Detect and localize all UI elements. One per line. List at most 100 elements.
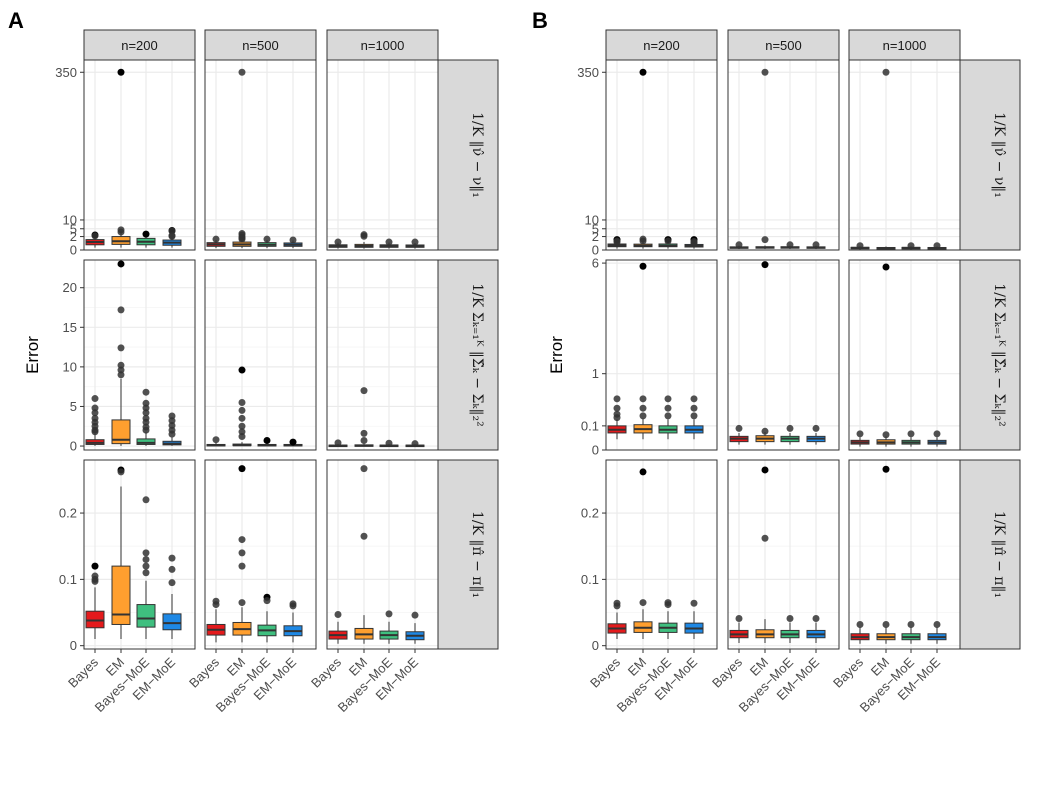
outlier-point — [117, 306, 125, 314]
facet-panel — [204, 59, 317, 251]
outlier-point — [238, 399, 246, 406]
panel-background — [606, 60, 717, 250]
facet-panel — [326, 59, 439, 251]
outlier-point — [664, 395, 672, 403]
outlier-point — [238, 433, 246, 441]
outlier-point — [639, 404, 647, 412]
outlier-point — [786, 241, 794, 249]
y-tick-label: 10 — [585, 212, 599, 227]
outlier-point — [882, 431, 890, 439]
outlier-point — [168, 232, 176, 240]
outlier-point — [761, 427, 769, 435]
column-strip-label: n=500 — [242, 38, 279, 53]
facet-panel — [83, 259, 196, 451]
outlier-point — [360, 387, 368, 395]
outlier-point — [639, 395, 647, 403]
outlier-point — [117, 344, 125, 352]
outlier-point — [360, 532, 368, 540]
column-strip-label: n=200 — [643, 38, 680, 53]
y-tick-label: 10 — [63, 359, 77, 374]
y-tick-label: 1 — [592, 366, 599, 381]
panel-border — [848, 59, 961, 251]
outlier-point — [613, 238, 621, 246]
x-tick-label: Bayes — [186, 654, 223, 691]
outlier-point — [639, 68, 647, 76]
panel-background — [84, 260, 195, 450]
y-tick-label: 5 — [592, 221, 599, 236]
y-tick-label: 20 — [63, 280, 77, 295]
y-tick-label: 0 — [592, 443, 599, 458]
outlier-point — [664, 237, 672, 245]
outlier-point — [91, 409, 99, 417]
outlier-point — [142, 569, 150, 577]
panel-background — [849, 60, 960, 250]
row-strip-label: 1/K ‖π̂ − π‖₁ — [991, 511, 1007, 598]
facet-panel — [83, 59, 196, 251]
outlier-point — [856, 430, 864, 438]
outlier-point — [212, 436, 220, 444]
outlier-point — [91, 395, 99, 403]
column-strip-label: n=1000 — [883, 38, 927, 53]
box-EM — [111, 419, 131, 445]
box-Bayes−MoE — [136, 438, 156, 445]
panel-border — [848, 259, 961, 451]
outlier-point — [385, 439, 393, 447]
outlier-point — [639, 468, 647, 476]
outlier-point — [690, 239, 698, 247]
outlier-point — [263, 235, 271, 243]
facet-panel — [83, 459, 196, 650]
facet-panel — [326, 259, 439, 451]
panel-border — [204, 59, 317, 251]
outlier-point — [142, 426, 150, 434]
outlier-point — [142, 388, 150, 396]
y-tick-label: 0.1 — [59, 572, 77, 587]
y-tick-label: 0.2 — [59, 506, 77, 521]
outlier-point — [238, 366, 246, 374]
outlier-point — [690, 412, 698, 420]
y-tick-label: 0.1 — [581, 418, 599, 433]
outlier-point — [411, 440, 419, 448]
panel-border — [605, 259, 718, 451]
outlier-point — [168, 579, 176, 587]
panel-background — [606, 460, 717, 649]
row-strip-label: 1/K Σₖ₌₁ᴷ ‖Σ̂ₖ − Σₖ‖₂² — [469, 283, 485, 426]
outlier-point — [238, 422, 246, 430]
outlier-point — [289, 602, 297, 610]
panel-border — [848, 459, 961, 650]
outlier-point — [735, 424, 743, 432]
outlier-point — [212, 601, 220, 609]
panel-border — [83, 59, 196, 251]
outlier-point — [142, 555, 150, 563]
outlier-point — [142, 549, 150, 557]
facet-panel — [727, 59, 840, 251]
outlier-point — [238, 414, 246, 422]
outlier-point — [117, 468, 125, 476]
outlier-point — [334, 611, 342, 619]
panel-border — [727, 59, 840, 251]
panel-background — [327, 460, 438, 649]
outlier-point — [411, 611, 419, 619]
outlier-point — [613, 414, 621, 422]
outlier-point — [91, 232, 99, 240]
outlier-point — [664, 404, 672, 412]
row-strip-label: 1/K ‖ν̂ − ν‖₁ — [991, 112, 1007, 198]
box-EM−MoE — [162, 613, 182, 631]
outlier-point — [812, 241, 820, 249]
panel-border — [605, 459, 718, 650]
outlier-point — [238, 406, 246, 414]
outlier-point — [639, 599, 647, 607]
y-axis-label: Error — [23, 336, 42, 374]
column-strip-label: n=1000 — [361, 38, 405, 53]
y-tick-label: 350 — [55, 65, 77, 80]
outlier-point — [142, 230, 150, 238]
outlier-point — [168, 430, 176, 438]
outlier-point — [238, 465, 246, 473]
outlier-point — [639, 237, 647, 245]
outlier-point — [907, 620, 915, 628]
outlier-point — [882, 620, 890, 628]
outlier-point — [639, 262, 647, 270]
outlier-point — [168, 565, 176, 573]
outlier-point — [289, 236, 297, 244]
outlier-point — [613, 404, 621, 412]
panel-background — [849, 460, 960, 649]
